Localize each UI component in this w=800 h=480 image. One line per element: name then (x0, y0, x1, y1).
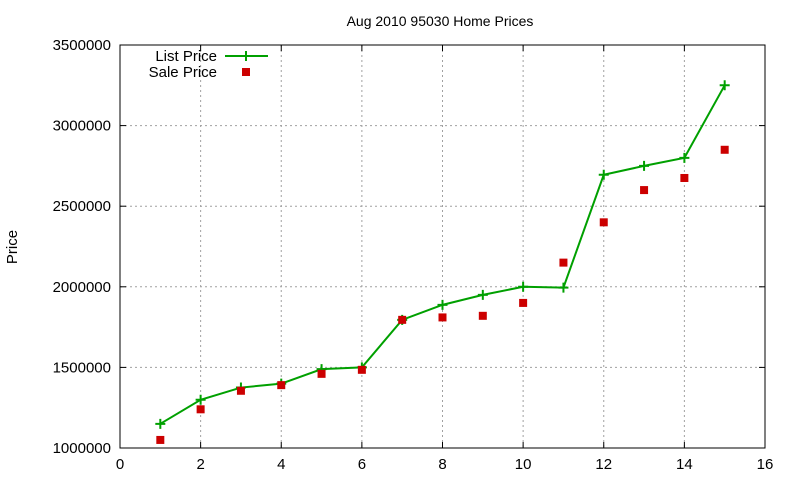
y-tick-label: 3500000 (53, 37, 111, 54)
sale-price-point (599, 218, 608, 227)
sale-price-point (519, 298, 528, 307)
list-price-point (558, 282, 569, 293)
x-tick-label: 14 (676, 456, 693, 473)
list-price-point (518, 281, 529, 292)
axis-ticks (119, 44, 766, 449)
sale-price-point (478, 311, 487, 320)
chart-title: Aug 2010 95030 Home Prices (347, 13, 534, 29)
y-tick-label: 2000000 (53, 279, 111, 296)
list-price-point (155, 418, 166, 429)
legend-label-sale-price: Sale Price (149, 64, 217, 81)
sale-price-point (559, 258, 568, 267)
y-tick-labels: 1000000 1500000 2000000 2500000 3000000 35000… (53, 37, 111, 457)
sale-price-point (640, 186, 649, 195)
y-axis-label: Price (4, 230, 21, 264)
x-tick-label: 2 (196, 456, 204, 473)
x-tick-label: 16 (757, 456, 774, 473)
x-tick-labels: 0 2 4 6 8 10 12 14 16 (116, 456, 774, 473)
sale-price-point (156, 435, 165, 444)
list-price-point (437, 299, 448, 310)
x-tick-label: 0 (116, 456, 124, 473)
legend-marker-sale-price (242, 68, 250, 76)
y-tick-label: 1500000 (53, 359, 111, 376)
list-price-point (679, 152, 690, 163)
x-tick-label: 10 (515, 456, 532, 473)
legend-marker-list-price (241, 51, 251, 61)
series-layer (155, 80, 730, 444)
list-price-point (719, 80, 730, 91)
list-price-point (195, 394, 206, 405)
series-sale-price (156, 145, 729, 444)
y-tick-label: 1000000 (53, 440, 111, 457)
y-tick-label: 2500000 (53, 198, 111, 215)
sale-price-point (680, 173, 689, 182)
list-price-point (639, 160, 650, 171)
list-price-point (477, 289, 488, 300)
sale-price-point (277, 381, 286, 390)
x-tick-label: 8 (438, 456, 446, 473)
x-tick-label: 6 (358, 456, 366, 473)
sale-price-point (196, 405, 205, 414)
y-tick-label: 3000000 (53, 118, 111, 135)
sale-price-point (236, 386, 245, 395)
legend: List Price Sale Price (149, 48, 268, 81)
grid-lines (120, 45, 765, 448)
sale-price-point (398, 315, 407, 324)
sale-price-point (357, 365, 366, 374)
x-tick-label: 4 (277, 456, 285, 473)
sale-price-point (720, 145, 729, 154)
x-tick-label: 12 (595, 456, 612, 473)
list-price-point (598, 169, 609, 180)
legend-label-list-price: List Price (155, 48, 217, 65)
sale-price-point (438, 313, 447, 322)
sale-price-point (317, 369, 326, 378)
